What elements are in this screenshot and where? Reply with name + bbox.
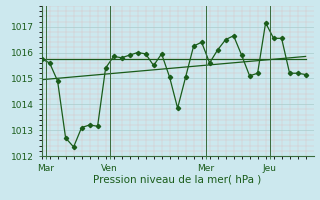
X-axis label: Pression niveau de la mer( hPa ): Pression niveau de la mer( hPa ) — [93, 174, 262, 184]
